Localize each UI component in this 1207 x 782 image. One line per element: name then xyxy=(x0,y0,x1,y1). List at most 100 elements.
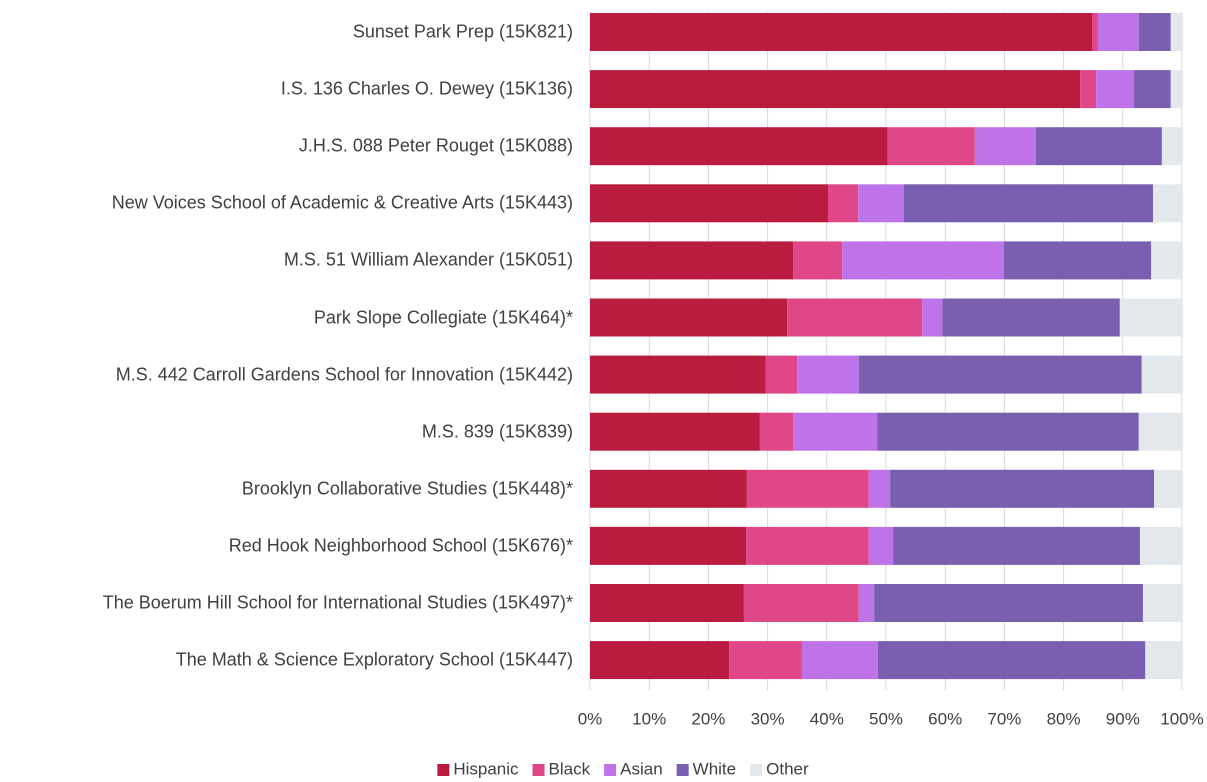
bar-segment xyxy=(801,641,878,680)
bar-segment xyxy=(974,127,1036,166)
category-label: Red Hook Neighborhood School (15K676)* xyxy=(228,535,573,556)
legend-item: White xyxy=(676,759,736,778)
bar-segment xyxy=(858,584,875,622)
bar-segment xyxy=(787,298,923,337)
bar-segment xyxy=(1080,70,1097,109)
x-tick-label: 100% xyxy=(1160,709,1203,728)
bar-segment xyxy=(759,412,794,451)
bar-segment xyxy=(1154,469,1182,508)
bar-segment xyxy=(590,184,828,223)
legend-label: Hispanic xyxy=(453,759,519,778)
legend-label: White xyxy=(693,759,736,778)
x-tick-label: 70% xyxy=(987,709,1021,728)
x-tick-label: 60% xyxy=(928,709,962,728)
bar-segment xyxy=(874,584,1143,622)
bar-segment xyxy=(1142,584,1182,622)
category-label: J.H.S. 088 Peter Rouget (15K088) xyxy=(298,135,573,156)
legend-label: Asian xyxy=(620,759,663,778)
bar-segment xyxy=(793,241,843,280)
bar-segment xyxy=(1119,298,1182,337)
bar-segment xyxy=(746,526,869,565)
bar-segment xyxy=(868,469,891,508)
category-label: M.S. 839 (15K839) xyxy=(421,421,573,442)
x-tick-label: 80% xyxy=(1047,709,1081,728)
bar-segment xyxy=(1161,127,1182,166)
category-label: New Voices School of Academic & Creative… xyxy=(111,192,573,213)
x-tick-label: 30% xyxy=(751,709,785,728)
legend-label: Black xyxy=(549,759,591,778)
x-tick-label: 50% xyxy=(869,709,903,728)
bar-segment xyxy=(858,355,1142,394)
category-label: Sunset Park Prep (15K821) xyxy=(352,21,573,42)
bar-segment xyxy=(1138,412,1182,451)
category-label: The Boerum Hill School for International… xyxy=(102,592,573,613)
category-label: M.S. 442 Carroll Gardens School for Inno… xyxy=(115,364,573,385)
bar-segment xyxy=(590,469,747,508)
bar-segment xyxy=(1134,70,1171,109)
legend: Hispanic Black Asian White Other xyxy=(437,759,809,778)
bar-segment xyxy=(590,355,766,394)
category-label: I.S. 136 Charles O. Dewey (15K136) xyxy=(280,78,573,99)
legend-swatch xyxy=(604,764,617,776)
bar-segment xyxy=(1170,13,1182,51)
legend-swatch xyxy=(532,764,545,776)
bar-segment xyxy=(890,469,1155,508)
bar-segment xyxy=(1139,526,1182,565)
bar-segment xyxy=(1035,127,1162,166)
bar-segment xyxy=(590,641,730,680)
bar-segment xyxy=(877,641,1146,680)
bar-segment xyxy=(746,469,869,508)
x-tick-label: 20% xyxy=(691,709,725,728)
bar-segment xyxy=(827,184,859,223)
bar-segment xyxy=(590,70,1081,109)
bar-segment xyxy=(922,298,943,337)
bar-segment xyxy=(877,412,1139,451)
bar-segment xyxy=(858,184,904,223)
bar-segment xyxy=(590,298,788,337)
category-label: M.S. 51 William Alexander (15K051) xyxy=(283,249,573,270)
bar-segment xyxy=(743,584,859,622)
bar-segment xyxy=(793,412,878,451)
x-tick-label: 40% xyxy=(810,709,844,728)
bar-segment xyxy=(590,13,1093,51)
bar-segment xyxy=(1096,70,1135,109)
bar-segment xyxy=(590,526,747,565)
legend-item: Asian xyxy=(604,759,663,778)
legend-swatch xyxy=(676,764,689,776)
category-label: The Math & Science Exploratory School (1… xyxy=(175,649,573,670)
bar-segment xyxy=(590,584,744,622)
bar-segment xyxy=(1097,13,1139,51)
bar-segment xyxy=(842,241,1004,280)
legend-swatch xyxy=(750,764,763,776)
bar-segment xyxy=(765,355,798,394)
bar-segment xyxy=(1138,13,1171,51)
legend-item: Other xyxy=(750,759,809,778)
legend-swatch xyxy=(437,764,450,776)
x-tick-label: 0% xyxy=(578,709,603,728)
bar-segment xyxy=(1152,184,1182,223)
bar-segment xyxy=(1145,641,1182,680)
legend-label: Other xyxy=(766,759,809,778)
bar-segment xyxy=(729,641,802,680)
x-tick-label: 10% xyxy=(632,709,666,728)
bar-segment xyxy=(887,127,975,166)
bar-segment xyxy=(942,298,1120,337)
legend-item: Black xyxy=(532,759,591,778)
category-label: Park Slope Collegiate (15K464)* xyxy=(313,307,573,327)
bar-segment xyxy=(1151,241,1182,280)
category-label: Brooklyn Collaborative Studies (15K448)* xyxy=(241,478,573,499)
bar-segment xyxy=(903,184,1153,223)
bar-segment xyxy=(1170,70,1182,109)
bar-segment xyxy=(868,526,894,565)
x-tick-label: 90% xyxy=(1106,709,1140,728)
bar-segment xyxy=(797,355,859,394)
bar-segment xyxy=(1092,13,1098,51)
bar-segment xyxy=(893,526,1140,565)
bar-segment xyxy=(1141,355,1182,394)
bar-segment xyxy=(590,127,888,166)
bar-segment xyxy=(590,241,794,280)
bar-segment xyxy=(1003,241,1152,280)
bar-segment xyxy=(590,412,760,451)
